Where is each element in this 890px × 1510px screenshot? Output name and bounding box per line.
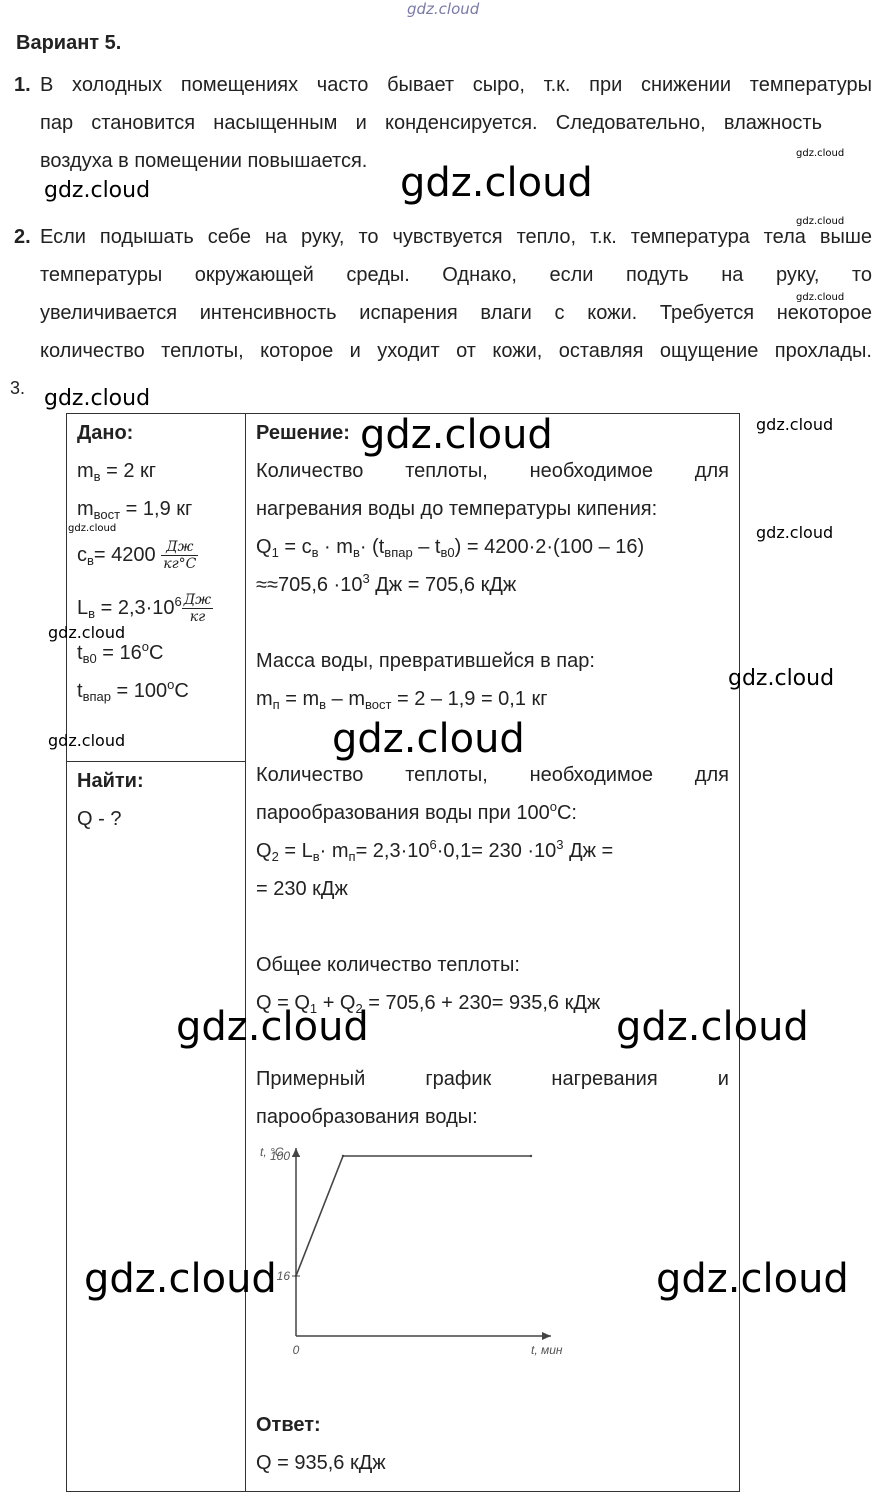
solution-p3-line1: Количество теплоты, необходимое для xyxy=(256,764,729,786)
watermark: gdz.cloud xyxy=(400,160,593,206)
watermark: gdz.cloud xyxy=(176,1004,369,1050)
q2-line: количество теплоты, которое и уходит от … xyxy=(40,340,872,362)
given-lv: Lв = 2,3·106 Дж кг xyxy=(77,592,214,626)
mp-formula: mп = mв – mвост = 2 – 1,9 = 0,1 кг xyxy=(256,688,548,712)
watermark: gdz.cloud xyxy=(332,716,525,762)
graph-caption-line1: Примерный график нагревания и xyxy=(256,1068,729,1090)
solution-table: Дано: mв = 2 кг mвост = 1,9 кг cв= 4200 … xyxy=(66,413,740,1492)
x-tick-label: 0 xyxy=(293,1343,300,1357)
solution-p3-line2: парообразования воды при 100oC: xyxy=(256,799,577,824)
data-point xyxy=(341,1154,345,1158)
q2-line: Если подышать себе на руку, то чувствует… xyxy=(40,226,872,248)
y-tick-label: 16 xyxy=(277,1269,291,1283)
find-cell: Найти: Q - ? xyxy=(66,761,246,1492)
watermark: gdz.cloud xyxy=(796,292,845,303)
series-line xyxy=(295,1155,531,1277)
solution-cell: Решение: Количество теплоты, необходимое дл… xyxy=(245,413,740,1492)
watermark: gdz.cloud xyxy=(44,178,151,203)
watermark: gdz.cloud xyxy=(728,666,835,691)
given-cell: Дано: mв = 2 кг mвост = 1,9 кг cв= 4200 … xyxy=(66,413,246,762)
q1-line: В холодных помещениях часто бывает сыро,… xyxy=(40,74,872,96)
q-total-formula: Q = Q1 + Q2 = 705,6 + 230= 935,6 кДж xyxy=(256,992,601,1016)
q1-text: В холодных помещениях часто бывает сыро,… xyxy=(40,66,872,180)
solution-p1-line1: Количество теплоты, необходимое для xyxy=(256,460,729,482)
watermark: gdz.cloud xyxy=(796,216,845,227)
given-mvost: mвост = 1,9 кг xyxy=(77,498,193,522)
watermark: gdz.cloud xyxy=(48,731,126,750)
variant-title: Вариант 5. xyxy=(16,32,122,54)
watermark: gdz.cloud xyxy=(756,415,834,434)
watermark: gdz.cloud xyxy=(44,386,151,411)
q2-text: Если подышать себе на руку, то чувствует… xyxy=(40,218,872,370)
given-tvpar: tвпар = 100oC xyxy=(77,677,189,704)
q2-number: 2. xyxy=(14,226,31,248)
solution-p1-line2: нагревания воды до температуры кипения: xyxy=(256,498,658,520)
total-label: Общее количество теплоты: xyxy=(256,954,520,976)
x-axis-label: t, мин xyxy=(531,1343,563,1357)
watermark: gdz.cloud xyxy=(68,523,117,534)
watermark: gdz.cloud xyxy=(360,412,553,458)
y-axis-label: t, °C xyxy=(260,1145,284,1159)
y-tick-label: 100 xyxy=(270,1149,290,1163)
data-point xyxy=(294,1274,298,1278)
q1-line: воздуха в помещении повышается. xyxy=(40,150,368,172)
q1-formula: Q1 = cв · mв· (tвпар – tв0) = 4200·2·(10… xyxy=(256,536,645,560)
answer-value: Q = 935,6 кДж xyxy=(256,1452,386,1474)
q2-line: температуры окружающей среды. Однако, ес… xyxy=(40,264,872,286)
data-point xyxy=(529,1154,533,1158)
q2-formula: Q2 = Lв· mп= 2,3·106·0,1= 230 ·103 Дж = xyxy=(256,837,614,864)
mass-label: Масса воды, превратившейся в пар: xyxy=(256,650,595,672)
given-tv0: tв0 = 16oC xyxy=(77,639,164,666)
q3-number: 3. xyxy=(10,378,26,398)
watermark: gdz.cloud xyxy=(656,1256,849,1302)
heating-chart-area: t, °C t, мин 100 16 0 xyxy=(256,1136,729,1406)
heating-chart: t, °C t, мин 100 16 0 xyxy=(260,1145,563,1357)
q1-line: пар становится насыщенным и конденсирует… xyxy=(40,112,822,134)
solution-header: Решение: xyxy=(256,422,350,444)
watermark: gdz.cloud xyxy=(84,1256,277,1302)
watermark-top: gdz.cloud xyxy=(407,0,480,18)
q2-result: = 230 кДж xyxy=(256,878,348,900)
find-value: Q - ? xyxy=(77,808,122,830)
q1-number: 1. xyxy=(14,74,31,96)
given-cv: cв= 4200 Дж кг°C xyxy=(77,539,199,573)
answer-header: Ответ: xyxy=(256,1414,321,1436)
q2-line: увеличивается интенсивность испарения вл… xyxy=(40,302,872,324)
given-header: Дано: xyxy=(77,422,134,444)
watermark: gdz.cloud xyxy=(616,1004,809,1050)
watermark: gdz.cloud xyxy=(48,623,126,642)
q1-result: ≈≈705,6 ·103 Дж = 705,6 кДж xyxy=(256,571,517,596)
watermark: gdz.cloud xyxy=(756,523,834,542)
given-mv: mв = 2 кг xyxy=(77,460,157,484)
x-axis-arrow xyxy=(542,1332,551,1340)
find-header: Найти: xyxy=(77,770,144,792)
watermark: gdz.cloud xyxy=(796,148,845,159)
graph-caption-line2: парообразования воды: xyxy=(256,1106,478,1128)
y-axis-arrow xyxy=(292,1148,300,1157)
